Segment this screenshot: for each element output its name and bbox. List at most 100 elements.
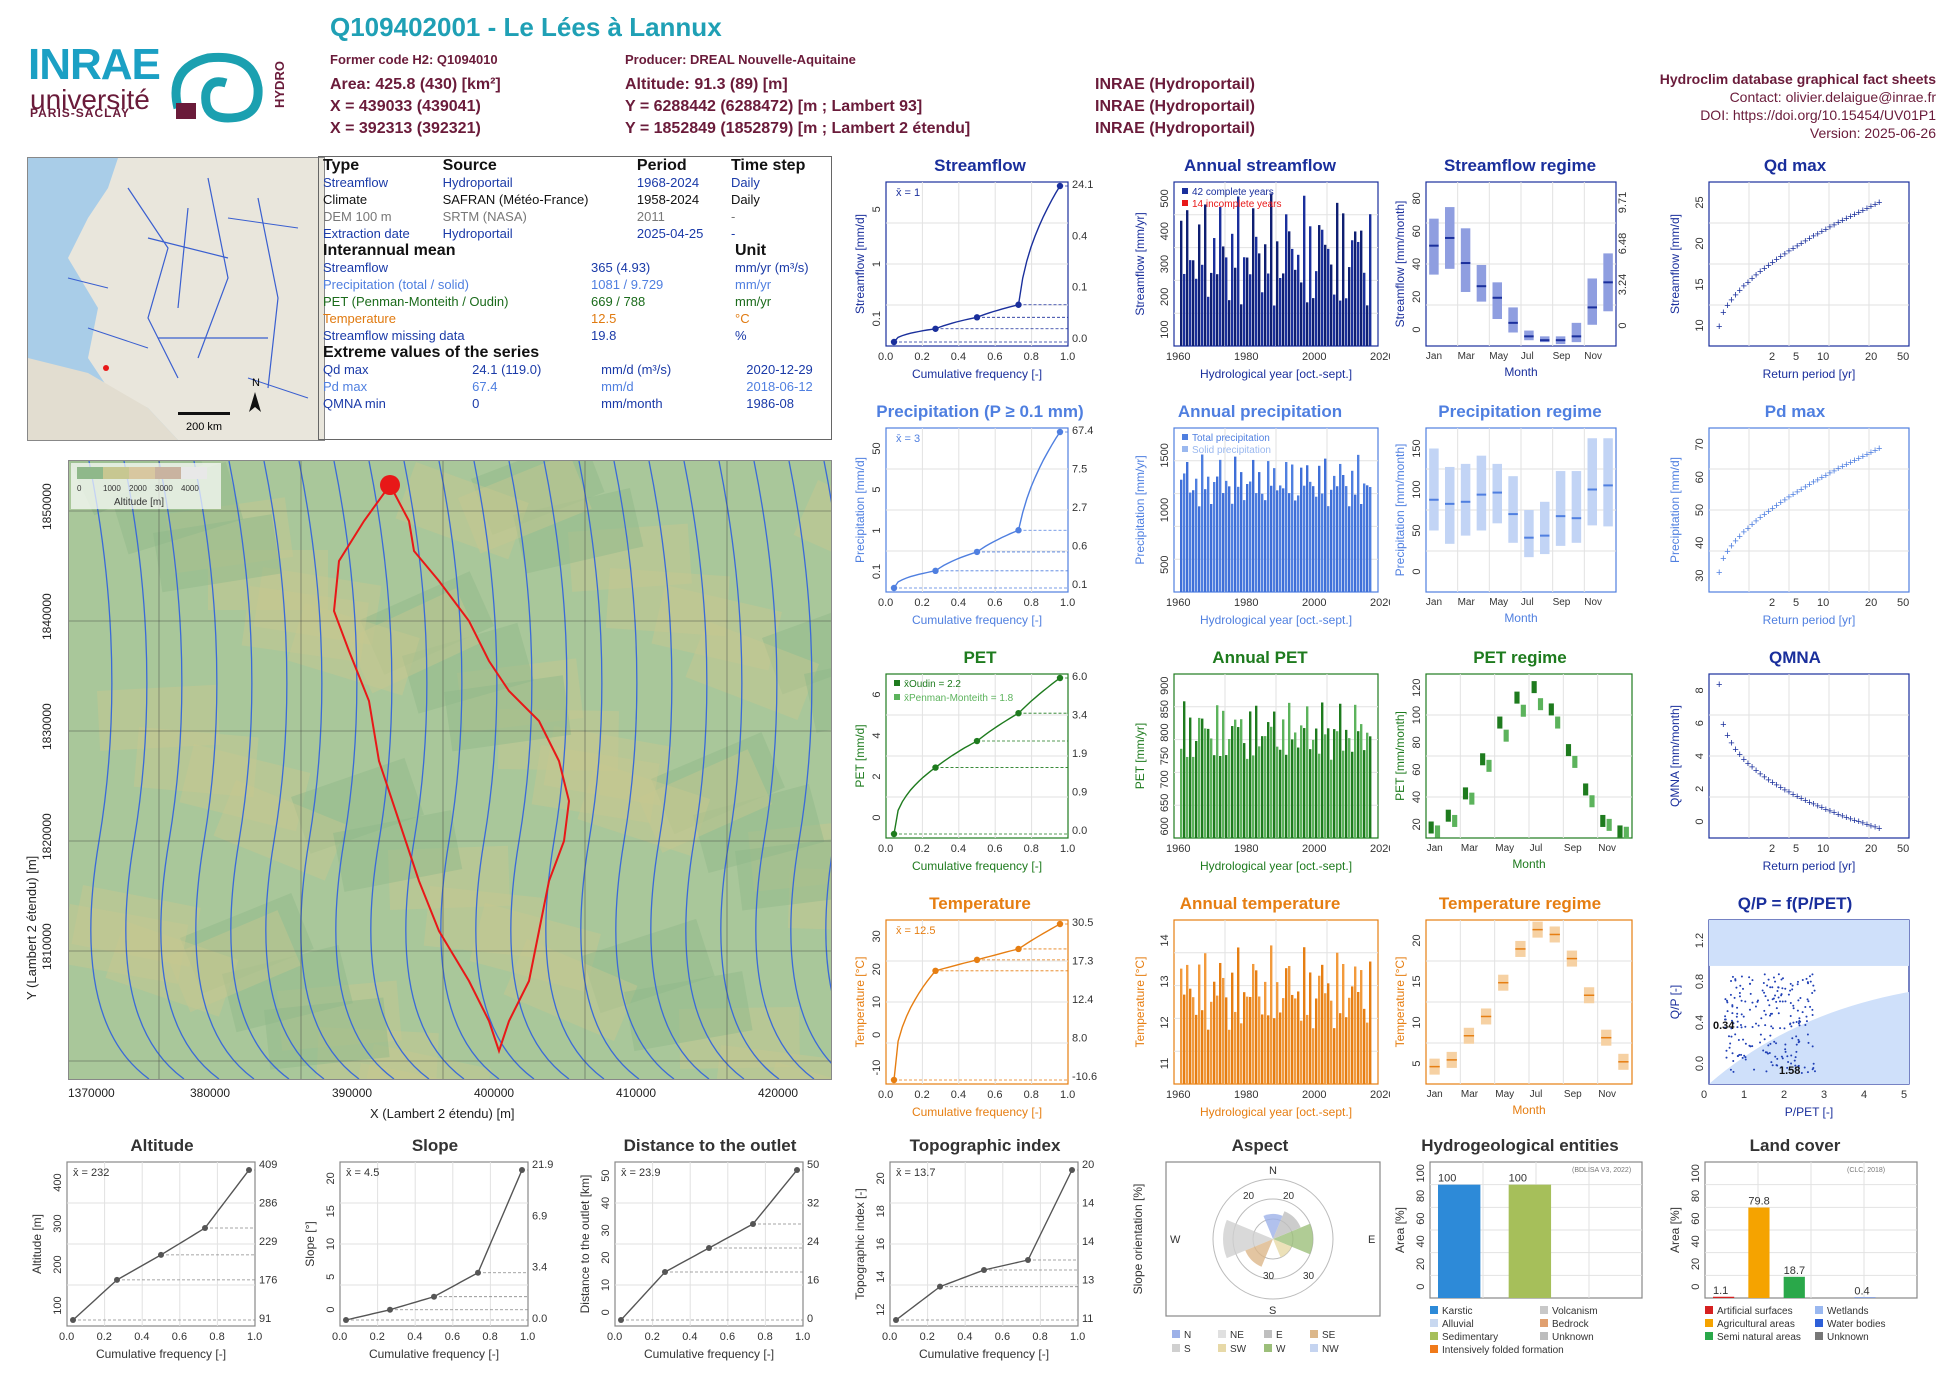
y-tick: 500 bbox=[1159, 189, 1171, 207]
scatter-point bbox=[1774, 994, 1777, 997]
legend-tick: 4000 bbox=[181, 484, 199, 493]
scatter-point bbox=[1739, 984, 1742, 987]
scatter-point bbox=[1751, 1026, 1754, 1029]
area-bar bbox=[1748, 1207, 1770, 1298]
data-point: + bbox=[1724, 730, 1730, 742]
x-tick: 1.0 bbox=[1060, 843, 1075, 855]
y-label: Area [%] bbox=[1668, 1207, 1682, 1253]
annual-bar bbox=[1213, 755, 1216, 838]
scatter-point bbox=[1806, 1033, 1809, 1036]
right-tick: 0.9 bbox=[1072, 787, 1087, 799]
legend-entry: Water bodies bbox=[1827, 1319, 1886, 1330]
data-point: + bbox=[1831, 807, 1837, 819]
aspect-panel: Aspect N S W E 20 30 20 30 Slope orientation [%] N… bbox=[1130, 1136, 1390, 1376]
data-point: + bbox=[1790, 243, 1796, 255]
page-title: Q109402001 - Le Lées à Lannux bbox=[330, 12, 722, 42]
scatter-point bbox=[1740, 1013, 1743, 1016]
y-tick: 5 bbox=[325, 1274, 337, 1280]
topo-title: Topographic index bbox=[909, 1136, 1061, 1155]
annual-bar bbox=[1213, 482, 1216, 592]
annual-bar bbox=[1252, 459, 1255, 592]
scatter-point bbox=[1744, 1000, 1747, 1003]
y-tick: 80 bbox=[1690, 1190, 1702, 1202]
x-label: Return period [yr] bbox=[1763, 367, 1856, 381]
river-line bbox=[263, 461, 325, 1079]
annual-bar bbox=[1303, 947, 1306, 1084]
x-label: Month bbox=[1512, 857, 1545, 871]
scatter-point bbox=[1774, 1055, 1777, 1058]
annual-bar bbox=[1279, 277, 1282, 346]
annual-bar bbox=[1201, 1010, 1204, 1084]
data-point: + bbox=[1823, 804, 1829, 816]
extreme-cell: 67.4 bbox=[472, 379, 498, 394]
scatter-point bbox=[1798, 1017, 1801, 1020]
data-point: + bbox=[1847, 457, 1853, 469]
annual-bar bbox=[1327, 248, 1330, 346]
bar-label: 1.1 bbox=[1713, 1285, 1728, 1297]
regime-box bbox=[1452, 814, 1458, 827]
scatter-point bbox=[1762, 1049, 1765, 1052]
x-tick: 0.0 bbox=[878, 1089, 893, 1101]
precipitation-panel: Precipitation (P ≥ 0.1 mm) 67.4 7.5 2.7 0.6 0… bbox=[850, 402, 1110, 642]
qd-max-panel: Qd max + + + + + + + + + + + + + + + + + + + + + + + + + + + + + + + + + +… bbox=[1665, 156, 1925, 396]
y-lambert2: Y = 1852849 (1852879) [m ; Lambert 2 éte… bbox=[625, 120, 971, 137]
y-tick: 60 bbox=[1415, 1213, 1427, 1225]
scatter-point bbox=[1790, 1062, 1793, 1065]
data-point: + bbox=[1716, 679, 1722, 691]
data-point: + bbox=[1728, 738, 1734, 750]
right-tick: 8.0 bbox=[1072, 1033, 1087, 1045]
legend-entry: 14 incomplete years bbox=[1192, 199, 1282, 210]
annual-bar bbox=[1252, 208, 1255, 346]
annual-bar bbox=[1366, 305, 1369, 346]
annual-bar bbox=[1234, 1011, 1237, 1084]
annual-bar bbox=[1294, 998, 1297, 1084]
x-tick: 10 bbox=[1817, 843, 1829, 855]
scatter-point bbox=[1736, 1012, 1739, 1015]
data-point: + bbox=[1802, 481, 1808, 493]
quantile-point bbox=[431, 1293, 437, 1300]
x-tick: 0.0 bbox=[607, 1331, 622, 1343]
y-tick: 20 bbox=[871, 963, 883, 975]
annual-bar bbox=[1192, 260, 1195, 346]
y-tick: 11 bbox=[1159, 1058, 1171, 1069]
x-tick: 0.2 bbox=[645, 1331, 660, 1343]
x-tick: 2020 bbox=[1370, 597, 1390, 609]
scatter-point bbox=[1771, 1064, 1774, 1067]
annual-bar bbox=[1204, 489, 1207, 592]
quantile-point bbox=[973, 956, 981, 964]
scatter-point bbox=[1765, 1070, 1768, 1073]
regime-box bbox=[1486, 759, 1492, 772]
right-tick: 50 bbox=[807, 1159, 819, 1171]
info-row-cell: 2011 bbox=[636, 209, 665, 224]
scatter-point bbox=[1796, 983, 1799, 986]
annual-bar bbox=[1282, 488, 1285, 592]
x-tick: 0.2 bbox=[914, 351, 929, 363]
y-tick: 10 bbox=[1694, 319, 1706, 331]
annual-bar bbox=[1288, 231, 1291, 346]
y-tick: 0 bbox=[871, 814, 883, 820]
extreme-cell: 2020-12-29 bbox=[746, 362, 813, 377]
scatter-point bbox=[1797, 1022, 1800, 1025]
scatter-point bbox=[1780, 993, 1783, 996]
info-row-cell: Climate bbox=[323, 192, 368, 207]
annual-bar bbox=[1273, 305, 1276, 346]
annual-bar bbox=[1183, 701, 1186, 838]
scatter-point bbox=[1799, 996, 1802, 999]
pet-regime-panel: PET regime Jan Mar May Jul Sep Nov Month 20 40 60 8… bbox=[1390, 648, 1650, 888]
river-line bbox=[88, 461, 150, 1079]
temperature-regime-title: Temperature regime bbox=[1438, 894, 1602, 913]
water-limit-zone bbox=[1709, 992, 1909, 1084]
area: Area: 425.8 (430) [km²] bbox=[330, 76, 501, 93]
bar-label: 18.7 bbox=[1784, 1265, 1805, 1277]
data-point: + bbox=[1802, 795, 1808, 807]
legend-tick: 3000 bbox=[155, 484, 173, 493]
annual-bar bbox=[1366, 732, 1369, 838]
annual-pet-title: Annual PET bbox=[1212, 648, 1308, 667]
data-point: + bbox=[1745, 277, 1751, 289]
annual-bar bbox=[1222, 710, 1225, 838]
pet-regime-title: PET regime bbox=[1473, 648, 1567, 667]
scatter-point bbox=[1770, 1061, 1773, 1064]
x-tick: 0.0 bbox=[882, 1331, 897, 1343]
annual-bar bbox=[1261, 292, 1264, 346]
